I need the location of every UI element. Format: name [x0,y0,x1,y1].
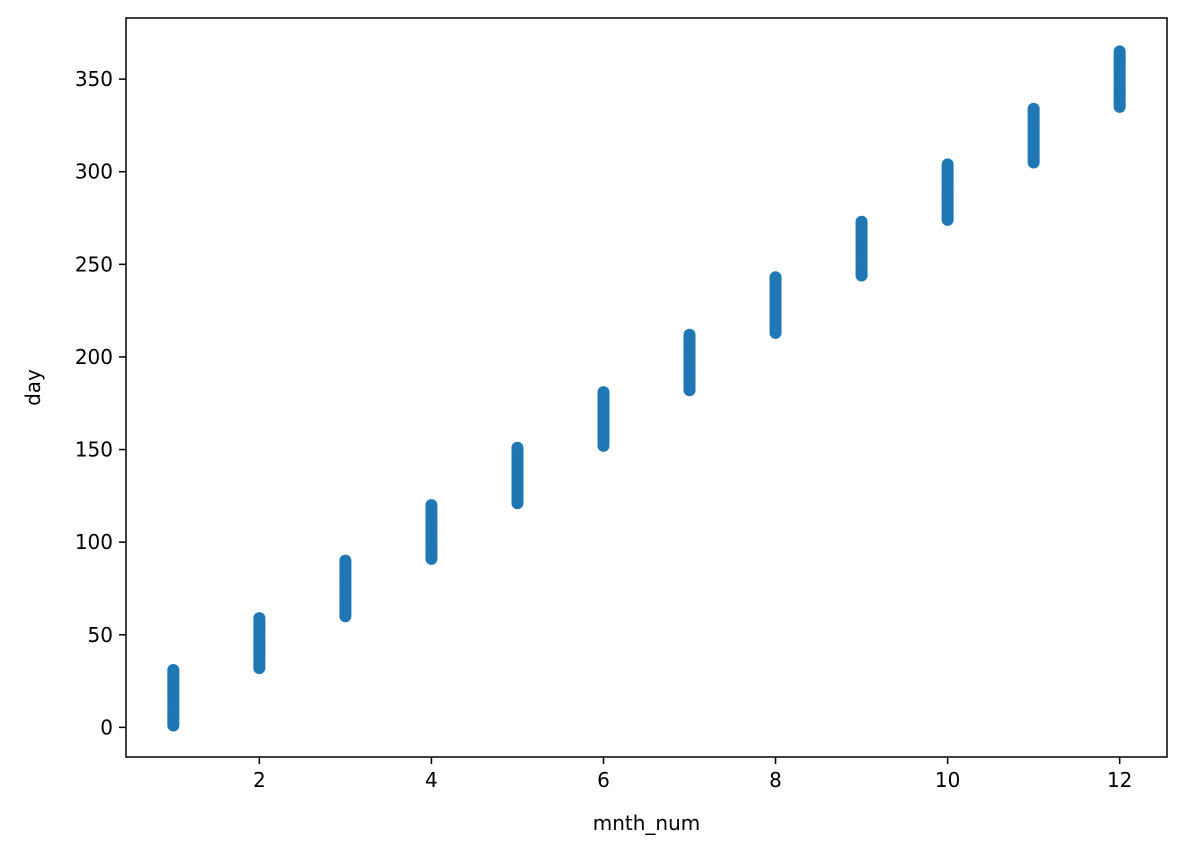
data-point [941,158,954,171]
x-tick-label: 12 [1107,768,1132,792]
data-point [339,554,352,567]
x-tick-label: 6 [597,768,610,792]
y-tick-label: 100 [75,530,113,554]
data-point [597,386,610,399]
x-tick-label: 8 [769,768,782,792]
x-axis-label: mnth_num [593,811,701,835]
y-tick-label: 250 [75,252,113,276]
data-point [855,215,868,228]
data-point [1113,45,1126,58]
y-tick-label: 200 [75,345,113,369]
data-point [683,328,696,341]
data-point [769,271,782,284]
plot-frame [125,17,1168,758]
x-axis: 2 4 6 8 10 12 [253,757,1132,792]
data-point [253,612,266,625]
data-point [425,499,438,512]
points-layer [167,45,1126,732]
data-point [167,663,180,676]
y-tick-label: 0 [100,715,113,739]
data-point [511,441,524,454]
y-tick-label: 150 [75,438,113,462]
y-tick-label: 50 [88,623,113,647]
x-tick-label: 10 [935,768,960,792]
y-axis: 0 50 100 150 200 250 300 350 [75,67,126,739]
x-tick-label: 2 [253,768,266,792]
y-tick-label: 350 [75,67,113,91]
y-tick-label: 300 [75,160,113,184]
y-axis-label: day [21,369,45,406]
x-tick-label: 4 [425,768,438,792]
data-point [1027,102,1040,115]
